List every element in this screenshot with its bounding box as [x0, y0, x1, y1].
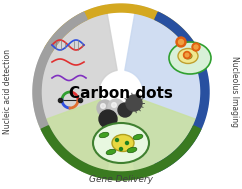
Text: Nucleic acid detection: Nucleic acid detection — [3, 50, 13, 135]
Circle shape — [118, 103, 132, 117]
Circle shape — [126, 95, 142, 111]
Polygon shape — [33, 12, 87, 172]
Text: Gene Delivery: Gene Delivery — [89, 174, 153, 184]
Ellipse shape — [169, 42, 211, 74]
Ellipse shape — [106, 149, 116, 155]
Ellipse shape — [184, 53, 192, 59]
Circle shape — [108, 99, 124, 115]
Polygon shape — [33, 5, 117, 179]
Polygon shape — [45, 4, 197, 52]
Polygon shape — [41, 126, 201, 180]
Circle shape — [101, 104, 106, 108]
Circle shape — [176, 37, 186, 47]
Ellipse shape — [127, 147, 137, 153]
Circle shape — [185, 53, 189, 57]
Polygon shape — [125, 5, 209, 179]
Ellipse shape — [178, 49, 198, 64]
Ellipse shape — [99, 132, 109, 138]
Circle shape — [126, 142, 129, 145]
Polygon shape — [155, 12, 209, 172]
Ellipse shape — [93, 123, 149, 163]
Circle shape — [183, 51, 190, 59]
Circle shape — [99, 110, 117, 128]
Circle shape — [120, 147, 122, 150]
Circle shape — [112, 103, 116, 107]
Circle shape — [192, 43, 200, 51]
Circle shape — [31, 2, 211, 182]
Text: Nucleolus Imaging: Nucleolus Imaging — [229, 57, 239, 128]
Text: Carbon dots: Carbon dots — [69, 87, 173, 101]
Circle shape — [179, 40, 183, 44]
Circle shape — [97, 100, 113, 116]
Ellipse shape — [133, 134, 143, 140]
Circle shape — [115, 139, 119, 142]
Polygon shape — [38, 100, 204, 180]
Ellipse shape — [112, 135, 134, 152]
Circle shape — [194, 45, 198, 49]
